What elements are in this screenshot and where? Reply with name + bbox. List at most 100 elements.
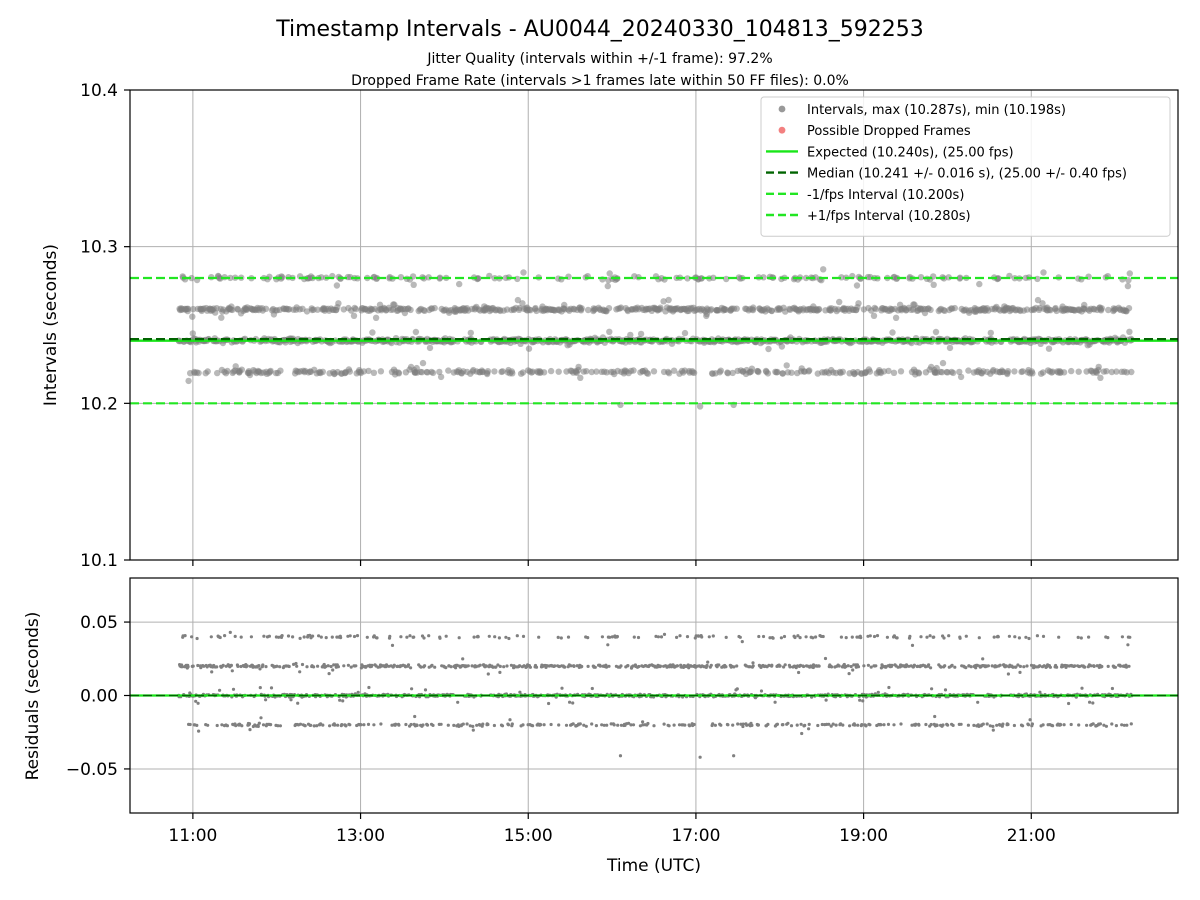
residual-point (610, 635, 615, 639)
interval-point (509, 370, 516, 377)
residual-point (257, 664, 261, 668)
residual-point (223, 634, 227, 638)
interval-point (204, 368, 211, 375)
residual-point (899, 722, 903, 726)
interval-point (437, 373, 445, 381)
residual-point (817, 664, 821, 668)
residual-point (1014, 665, 1018, 669)
residual-point (256, 724, 260, 729)
interval-point (778, 343, 786, 350)
residual-point (457, 724, 461, 729)
residual-point (262, 634, 266, 638)
residual-point (996, 635, 1000, 639)
interval-point (577, 374, 584, 381)
residual-point (908, 634, 912, 639)
residual-point (658, 664, 663, 668)
residual-point (1110, 722, 1114, 726)
interval-point (890, 369, 898, 376)
interval-point (533, 307, 540, 315)
residual-point (321, 723, 325, 727)
residual-point (330, 635, 334, 639)
residual-point (476, 635, 480, 639)
residual-point (886, 722, 891, 727)
interval-point (224, 367, 231, 375)
residual-point (686, 663, 690, 667)
intervals-y-axis: 10.1 10.2 10.3 10.4 (80, 81, 130, 571)
residual-point (731, 723, 735, 727)
residual-point (876, 690, 880, 694)
residual-point (549, 722, 553, 727)
residual-point (1091, 722, 1095, 726)
interval-point (733, 305, 740, 312)
residual-point (858, 698, 862, 702)
interval-point (927, 306, 934, 314)
residual-point (1106, 664, 1110, 669)
residual-point (218, 635, 222, 640)
residual-point (782, 634, 787, 639)
residual-point (943, 664, 947, 668)
interval-point (917, 274, 925, 281)
interval-point (788, 369, 795, 376)
residual-point (384, 663, 389, 667)
residual-point (248, 728, 252, 732)
residual-point (196, 663, 200, 668)
residual-point (412, 635, 416, 639)
interval-point (529, 368, 536, 375)
residual-point (605, 723, 609, 727)
residual-point (991, 724, 995, 729)
interval-point (708, 306, 715, 313)
interval-point (456, 280, 463, 288)
residual-point (1089, 664, 1093, 668)
residual-point (767, 663, 771, 668)
interval-point (277, 367, 284, 374)
interval-point (750, 304, 757, 311)
residual-point (261, 663, 265, 667)
interval-point (1105, 306, 1112, 314)
residual-point (829, 724, 833, 728)
residual-point (553, 664, 557, 668)
residual-point (413, 714, 417, 719)
residual-point (365, 635, 369, 639)
residual-point (336, 723, 340, 727)
residual-point (379, 722, 383, 726)
residual-point (586, 664, 590, 669)
residual-point (186, 665, 190, 669)
interval-point (698, 275, 705, 282)
residual-point (713, 723, 718, 727)
residual-point (659, 635, 664, 639)
residual-point (831, 722, 835, 726)
residual-point (234, 724, 238, 728)
residual-point (766, 722, 770, 727)
residual-point (349, 665, 353, 669)
interval-point (583, 368, 590, 375)
interval-point (779, 370, 787, 377)
interval-point (684, 275, 691, 282)
interval-point (190, 305, 197, 313)
interval-point (1011, 368, 1018, 375)
legend-label: Expected (10.240s), (25.00 fps) (807, 145, 1014, 160)
interval-point (484, 368, 492, 375)
residual-point (315, 724, 319, 728)
residual-point (195, 723, 199, 728)
residuals-y-tick-label: −0.05 (66, 760, 118, 780)
residual-point (697, 634, 701, 638)
residual-point (354, 664, 358, 668)
residual-point (419, 665, 423, 669)
residual-point (874, 664, 878, 668)
residual-point (631, 723, 636, 727)
residual-point (662, 722, 666, 726)
interval-point (1126, 270, 1134, 277)
residual-point (717, 663, 721, 667)
residual-point (856, 723, 860, 727)
residual-point (811, 636, 815, 640)
interval-point (644, 370, 652, 377)
residual-point (827, 722, 831, 726)
residual-point (328, 724, 332, 728)
residual-point (531, 724, 535, 728)
residual-point (1001, 722, 1005, 726)
legend-label: +1/fps Interval (10.280s) (807, 209, 971, 224)
chart-title: Timestamp Intervals - AU0044_20240330_10… (275, 17, 924, 42)
residual-point (1125, 723, 1129, 727)
interval-point (352, 305, 359, 313)
residual-point (264, 665, 268, 669)
